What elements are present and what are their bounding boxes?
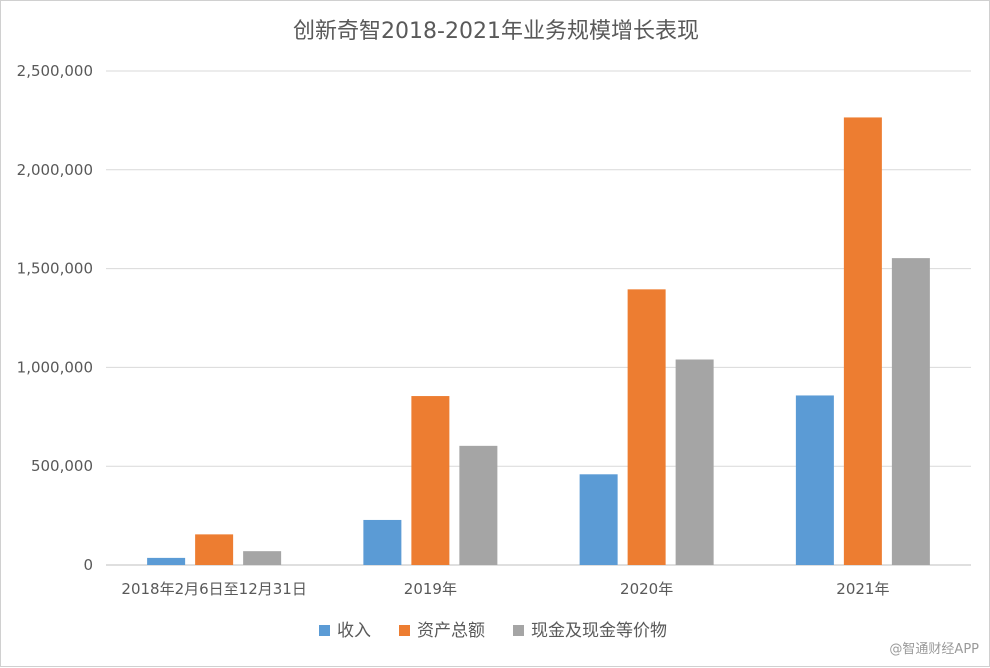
legend-label: 资产总额 (417, 621, 485, 641)
bars (147, 117, 930, 565)
bar (843, 117, 882, 565)
bar (243, 551, 282, 565)
y-tick-label: 0 (83, 556, 93, 574)
legend-swatch (399, 625, 410, 636)
bar (195, 534, 234, 565)
y-axis-tick-labels: 0 500,000 1,000,000 1,500,000 2,000,000 2,500… (17, 62, 93, 574)
bar (579, 474, 618, 565)
bar (459, 445, 498, 565)
x-tick-label: 2019年 (404, 580, 457, 598)
x-tick-label: 2021年 (836, 580, 889, 598)
bar (147, 557, 186, 565)
legend-swatch (513, 625, 524, 636)
bar (675, 359, 714, 565)
y-tick-label: 1,500,000 (17, 260, 93, 278)
y-tick-label: 1,000,000 (17, 358, 93, 376)
gridlines (106, 70, 971, 566)
bar (411, 396, 450, 565)
x-tick-label: 2018年2月6日至12月31日 (121, 580, 306, 598)
y-tick-label: 500,000 (31, 457, 93, 475)
legend-label: 现金及现金等价物 (531, 621, 667, 641)
watermark: @智通财经APP (889, 642, 979, 657)
x-axis-tick-labels: 2018年2月6日至12月31日 2019年 2020年 2021年 (121, 580, 889, 598)
bar (891, 258, 930, 565)
y-tick-label: 2,000,000 (17, 161, 93, 179)
bar (627, 289, 666, 565)
x-tick-label: 2020年 (620, 580, 673, 598)
legend-label: 收入 (337, 621, 371, 641)
chart-title: 创新奇智2018-2021年业务规模增长表现 (293, 19, 699, 44)
y-tick-label: 2,500,000 (17, 62, 93, 80)
legend-swatch (319, 625, 330, 636)
legend: 收入 资产总额 现金及现金等价物 (319, 621, 667, 641)
bar (363, 519, 402, 565)
bar (795, 395, 834, 565)
